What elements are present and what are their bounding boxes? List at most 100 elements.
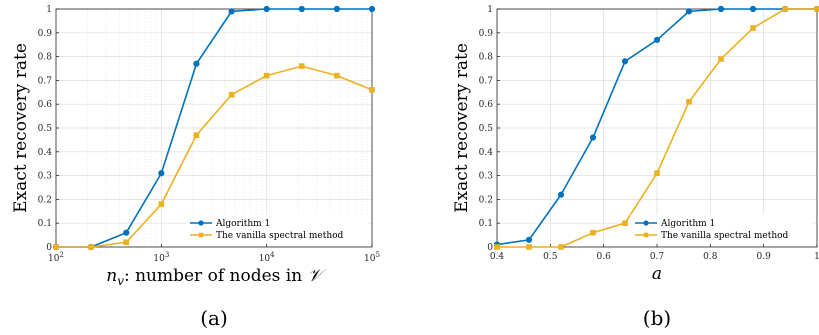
y-tick-label: 0.7 — [479, 76, 494, 86]
data-point — [653, 36, 661, 44]
data-point — [263, 5, 270, 13]
y-tick-label: 0.8 — [38, 53, 53, 63]
data-point — [368, 5, 376, 13]
data-point — [369, 87, 375, 93]
y-tick-label: 0.3 — [479, 172, 494, 182]
legend-marker — [198, 232, 204, 238]
y-tick-label: 0 — [46, 243, 52, 253]
y-tick-label: 0.9 — [479, 29, 494, 39]
data-point — [654, 170, 660, 177]
data-point — [749, 5, 757, 13]
chart-a: 102 103 104 10500.10.20.30.40.50.60.70.80.9… — [11, 5, 380, 330]
data-point — [494, 244, 500, 250]
data-point — [193, 60, 200, 67]
y-tick-label: 1 — [46, 5, 52, 15]
data-point — [590, 229, 596, 236]
x-tick-base: 10 — [364, 254, 376, 264]
legend-marker — [198, 220, 204, 226]
legend: Algorithm 1 The vanilla spectral method — [630, 214, 814, 244]
y-tick-label: 0.7 — [38, 76, 53, 86]
series-line — [56, 65, 373, 248]
legend: Algorithm 1 The vanilla spectral method — [185, 214, 369, 244]
x-tick-exponent: 3 — [165, 251, 169, 259]
y-tick-label: 0.1 — [38, 219, 52, 229]
data-point — [621, 58, 629, 65]
data-point — [193, 132, 200, 138]
legend-box — [185, 214, 369, 244]
data-point — [298, 63, 305, 69]
data-point — [333, 5, 340, 13]
x-tick-exponent: 4 — [270, 251, 275, 259]
y-tick-label: 0.6 — [38, 100, 53, 110]
y-tick-label: 1 — [487, 5, 493, 15]
x-tick-label: 105 — [364, 251, 380, 264]
legend-label: Algorithm 1 — [215, 219, 270, 229]
x-tick-label: 0.6 — [597, 252, 612, 262]
x-tick-exponent: 5 — [375, 251, 379, 259]
x-tick-label: 1 — [814, 252, 819, 262]
x-label-symbol: n — [106, 266, 117, 286]
x-tick-label: 102 — [48, 251, 64, 264]
data-point — [558, 244, 564, 250]
x-axis-label: nv: number of nodes in 𝒱 — [106, 266, 327, 288]
x-label-text: : number of nodes in — [124, 266, 308, 286]
x-tick-base: 10 — [48, 254, 60, 264]
y-tick-label: 0.2 — [38, 195, 52, 205]
data-point — [158, 201, 165, 207]
data-point — [526, 244, 532, 250]
data-point — [334, 72, 340, 79]
x-label-subscript: v — [117, 274, 124, 288]
x-tick-label: 0.7 — [650, 252, 665, 262]
data-point — [782, 6, 788, 12]
data-point — [525, 236, 533, 243]
x-tick-label: 104 — [259, 251, 275, 264]
x-axis-label: a — [652, 264, 662, 284]
data-point — [589, 134, 597, 141]
data-point — [228, 91, 235, 98]
data-point — [123, 229, 130, 236]
data-point — [686, 99, 692, 105]
legend-label: The vanilla spectral method — [216, 231, 344, 241]
panel-caption: (b) — [643, 306, 671, 330]
legend-marker — [643, 220, 649, 226]
data-point — [717, 5, 725, 13]
legend-marker — [643, 232, 649, 238]
y-tick-label: 0.6 — [479, 100, 494, 110]
data-point — [750, 25, 756, 31]
x-tick-base: 10 — [153, 254, 165, 264]
legend-box — [630, 214, 814, 244]
y-tick-label: 0.1 — [479, 219, 493, 229]
data-point — [557, 191, 565, 198]
y-tick-label: 0.4 — [38, 148, 53, 158]
series-vanilla-spectral — [494, 6, 819, 250]
x-tick-label: 0.4 — [490, 252, 505, 262]
data-point — [685, 8, 693, 15]
panel-caption: (a) — [200, 306, 228, 330]
data-point — [123, 239, 130, 246]
data-point — [228, 8, 235, 15]
y-tick-label: 0.4 — [479, 148, 494, 158]
data-point — [814, 6, 819, 12]
series-vanilla-spectral — [53, 63, 375, 250]
y-tick-label: 0.5 — [479, 124, 494, 134]
chart-b: 0.4 0.5 0.6 0.7 0.8 0.9 1 0 0.1 0.2 0.3 0.4 0.5 0.6 0.… — [452, 5, 819, 330]
x-tick-exponent: 2 — [59, 251, 63, 259]
data-point — [622, 220, 628, 226]
data-point — [263, 72, 270, 79]
y-tick-label: 0.5 — [38, 124, 53, 134]
x-tick-label: 0.9 — [757, 252, 772, 262]
x-tick-label: 0.8 — [703, 252, 718, 262]
x-label-script: 𝒱 — [308, 266, 328, 286]
y-tick-label: 0.8 — [479, 53, 494, 63]
data-point — [718, 56, 724, 62]
y-tick-label: 0.9 — [38, 29, 53, 39]
y-axis-label: Exact recovery rate — [452, 43, 472, 213]
x-tick-label: 0.5 — [543, 252, 558, 262]
y-tick-label: 0.3 — [38, 172, 53, 182]
series-line — [56, 8, 372, 248]
y-tick-label: 0.2 — [479, 195, 493, 205]
y-axis-label: Exact recovery rate — [11, 43, 31, 213]
data-point — [298, 5, 305, 13]
legend-label: The vanilla spectral method — [661, 231, 789, 241]
